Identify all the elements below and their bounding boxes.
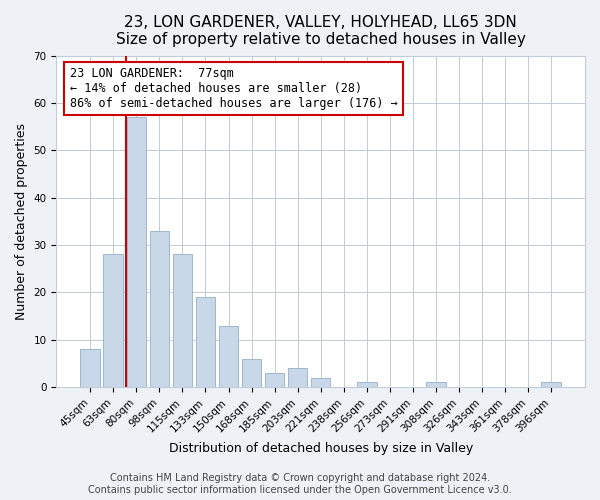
X-axis label: Distribution of detached houses by size in Valley: Distribution of detached houses by size … bbox=[169, 442, 473, 455]
Bar bbox=[80, 349, 100, 387]
Text: Contains HM Land Registry data © Crown copyright and database right 2024.
Contai: Contains HM Land Registry data © Crown c… bbox=[88, 474, 512, 495]
Bar bbox=[127, 117, 146, 387]
Bar bbox=[311, 378, 331, 387]
Bar bbox=[357, 382, 377, 387]
Bar bbox=[242, 358, 262, 387]
Bar bbox=[196, 297, 215, 387]
Title: 23, LON GARDENER, VALLEY, HOLYHEAD, LL65 3DN
Size of property relative to detach: 23, LON GARDENER, VALLEY, HOLYHEAD, LL65… bbox=[116, 15, 526, 48]
Bar bbox=[541, 382, 561, 387]
Bar bbox=[265, 373, 284, 387]
Y-axis label: Number of detached properties: Number of detached properties bbox=[15, 123, 28, 320]
Bar bbox=[219, 326, 238, 387]
Text: 23 LON GARDENER:  77sqm
← 14% of detached houses are smaller (28)
86% of semi-de: 23 LON GARDENER: 77sqm ← 14% of detached… bbox=[70, 67, 397, 110]
Bar bbox=[426, 382, 446, 387]
Bar bbox=[288, 368, 307, 387]
Bar bbox=[149, 231, 169, 387]
Bar bbox=[103, 254, 123, 387]
Bar bbox=[173, 254, 192, 387]
